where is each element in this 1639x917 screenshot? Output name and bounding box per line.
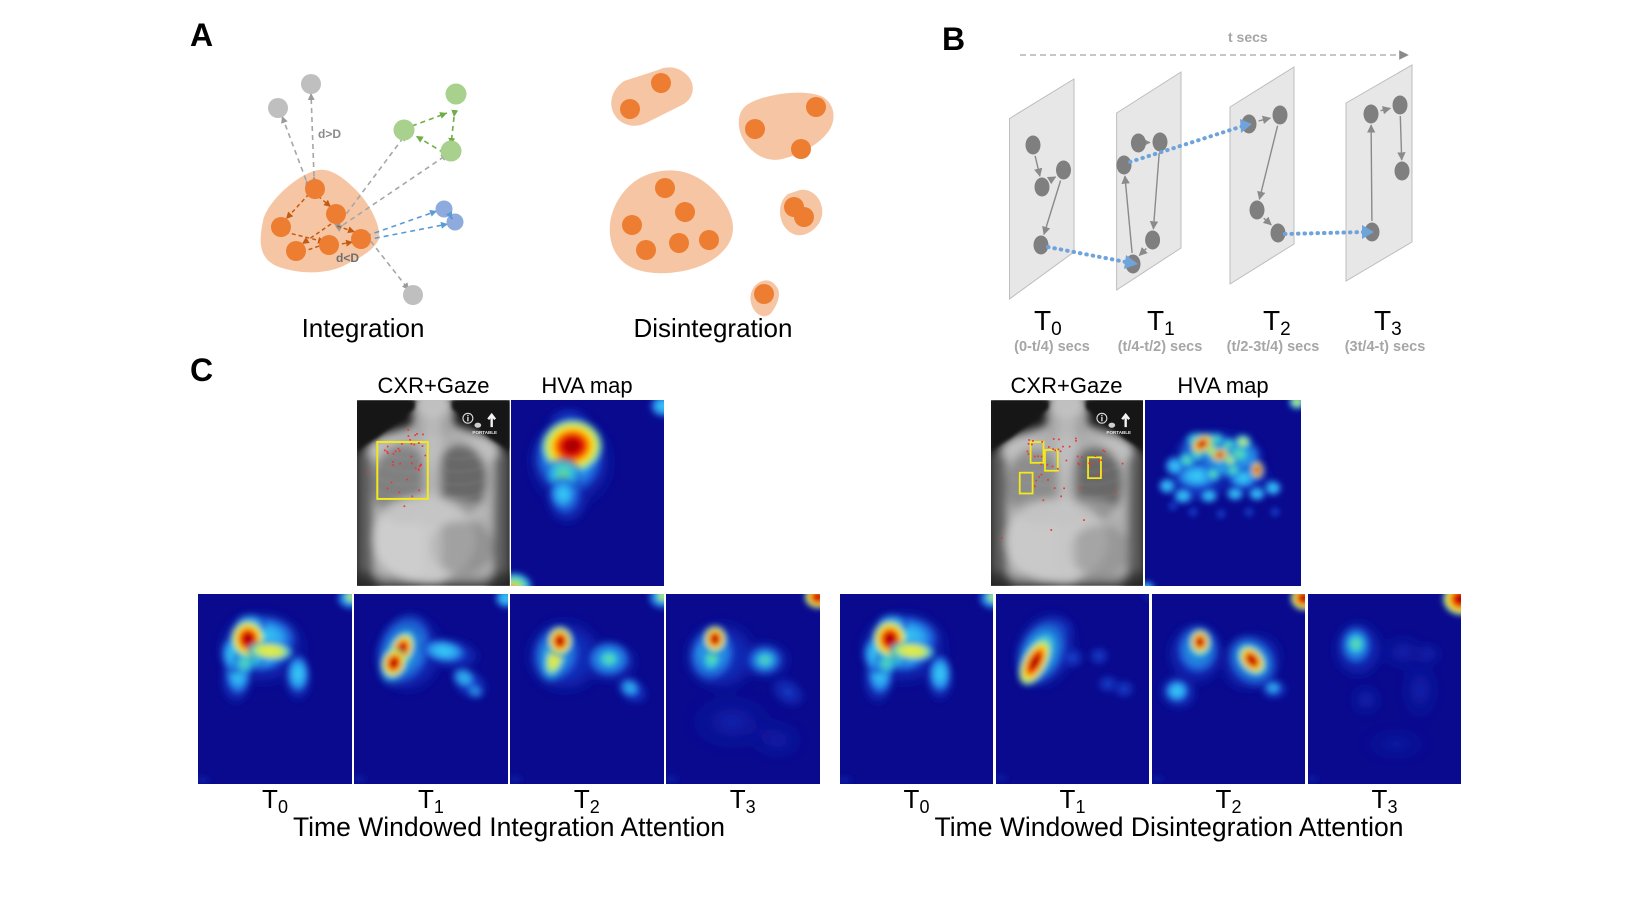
svg-text:Integration: Integration <box>302 313 425 343</box>
svg-text:t secs: t secs <box>1228 29 1268 45</box>
svg-text:T0: T0 <box>1034 305 1062 340</box>
svg-text:PORTABLE: PORTABLE <box>472 430 497 435</box>
svg-text:PORTABLE: PORTABLE <box>1106 430 1131 435</box>
svg-text:(t/4-t/2) secs: (t/4-t/2) secs <box>1118 339 1203 355</box>
svg-text:T1: T1 <box>1147 305 1175 340</box>
svg-text:Disintegration: Disintegration <box>634 313 793 343</box>
svg-text:T2: T2 <box>1263 305 1291 340</box>
svg-text:(t/2-3t/4) secs: (t/2-3t/4) secs <box>1227 339 1320 355</box>
svg-text:T3: T3 <box>1374 305 1402 340</box>
svg-text:(3t/4-t) secs: (3t/4-t) secs <box>1345 339 1426 355</box>
svg-text:d<D: d<D <box>336 251 359 265</box>
svg-text:B: B <box>942 21 965 57</box>
svg-text:d>D: d>D <box>318 127 341 141</box>
svg-text:A: A <box>190 17 213 53</box>
svg-text:(0-t/4) secs: (0-t/4) secs <box>1014 339 1090 355</box>
